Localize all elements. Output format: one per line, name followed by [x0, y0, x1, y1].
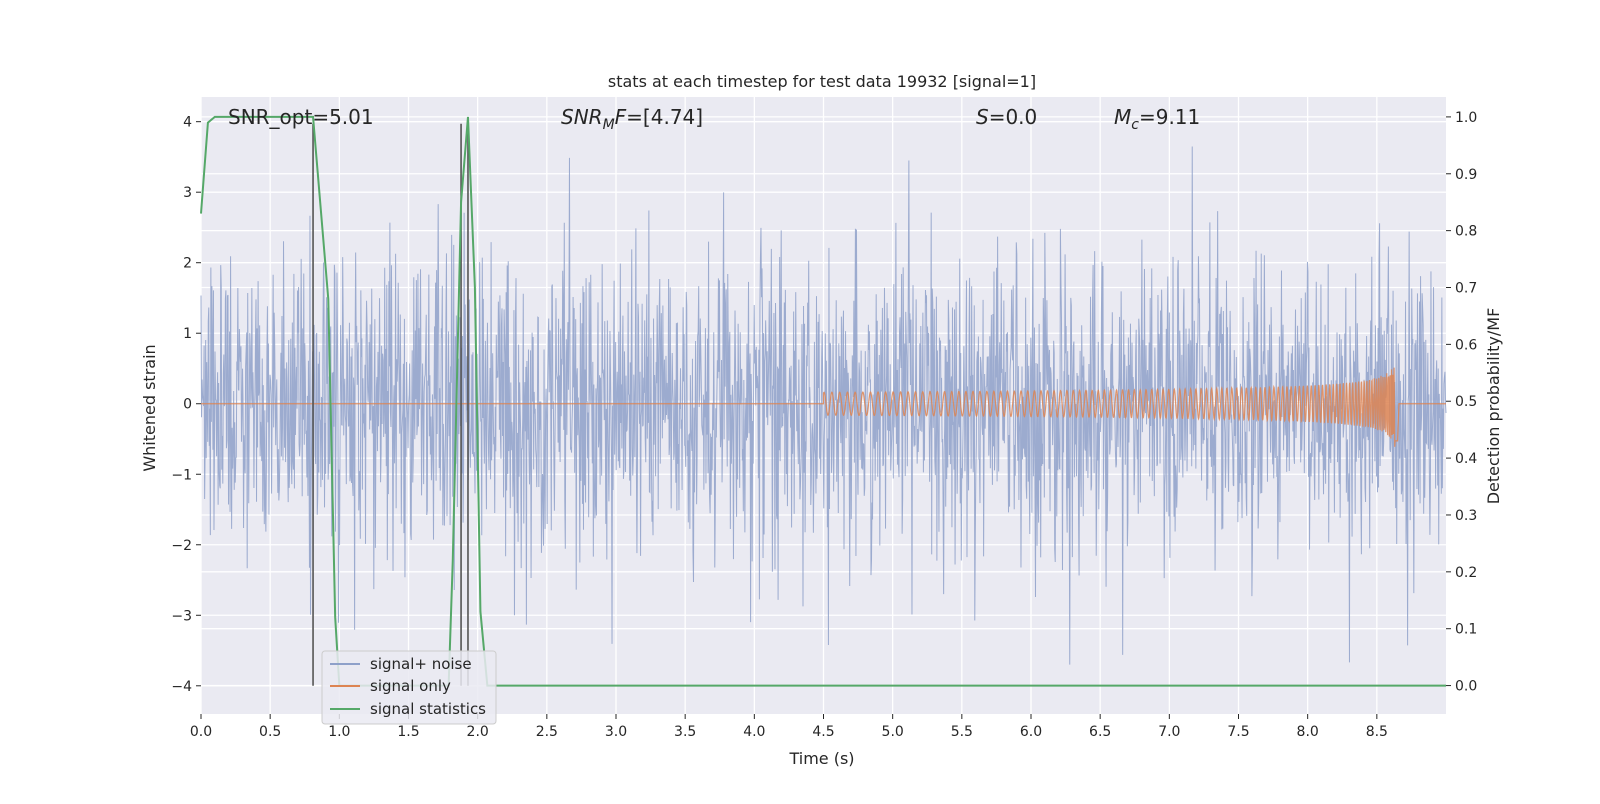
legend: signal+ noise signal only signal statist…	[321, 650, 497, 725]
x-tick-label: 0.5	[259, 724, 281, 740]
y-tick-label: −2	[171, 538, 192, 554]
x-tick-label: 2.5	[536, 724, 558, 740]
y2-axis-label: Detection probability/MF	[1484, 308, 1503, 505]
y2-tick-label: 0.6	[1455, 337, 1477, 353]
x-tick-label: 6.0	[1020, 724, 1042, 740]
x-tick-label: 6.5	[1089, 724, 1111, 740]
y-axis-label: Whitened strain	[140, 344, 159, 471]
x-tick-label: 1.5	[397, 724, 419, 740]
s-annotation: S=0.0	[976, 105, 1037, 129]
x-tick-label: 5.0	[882, 724, 904, 740]
legend-box	[321, 650, 497, 725]
y2-tick-label: 0.9	[1455, 167, 1477, 183]
x-tick-label: 3.5	[674, 724, 696, 740]
x-tick-label: 4.0	[743, 724, 765, 740]
y-tick-label: 0	[183, 397, 192, 413]
snr-opt-annotation: SNR_opt=5.01	[228, 105, 374, 129]
x-tick-label: 2.0	[467, 724, 489, 740]
legend-label-signal-only: signal only	[370, 677, 451, 695]
x-axis-label: Time (s)	[788, 749, 854, 768]
legend-label-signal-noise: signal+ noise	[370, 655, 472, 673]
x-tick-label: 0.0	[190, 724, 212, 740]
x-axis-ticks: 0.0 0.5 1.0 1.5 2.0 2.5 3.0 3.5 4.0 4.5 5.0 5.5 6.0 6…	[190, 714, 1388, 740]
y-tick-label: −4	[171, 679, 192, 695]
y2-tick-label: 0.2	[1455, 565, 1477, 581]
chart-title: stats at each timestep for test data 199…	[608, 72, 1036, 91]
y2-tick-label: 1.0	[1455, 110, 1477, 126]
x-tick-label: 4.5	[812, 724, 834, 740]
y2-tick-label: 0.8	[1455, 224, 1477, 240]
y2-tick-label: 0.1	[1455, 622, 1477, 638]
y-tick-label: 1	[183, 326, 192, 342]
y2-tick-label: 0.0	[1455, 679, 1477, 695]
y2-tick-label: 0.7	[1455, 281, 1477, 297]
y-tick-label: −3	[171, 608, 192, 624]
x-tick-label: 8.5	[1366, 724, 1388, 740]
y-tick-label: 3	[183, 185, 192, 201]
signal-only-line	[201, 367, 1446, 447]
x-tick-label: 8.0	[1297, 724, 1319, 740]
x-tick-label: 7.5	[1227, 724, 1249, 740]
x-tick-label: 1.0	[328, 724, 350, 740]
snr-mf-annotation: SNRMF=[4.74]	[561, 105, 703, 133]
y2-tick-label: 0.4	[1455, 451, 1477, 467]
signal-only-series	[201, 367, 1446, 447]
legend-label-signal-statistics: signal statistics	[370, 700, 486, 718]
x-tick-label: 7.0	[1158, 724, 1180, 740]
x-tick-label: 5.5	[951, 724, 973, 740]
x-tick-label: 3.0	[605, 724, 627, 740]
y-tick-label: −1	[171, 467, 192, 483]
y-axis-ticks: 4 3 2 1 0 −1 −2 −3 −4	[171, 115, 201, 695]
y2-tick-label: 0.5	[1455, 394, 1477, 410]
y2-tick-label: 0.3	[1455, 508, 1477, 524]
mc-annotation: Mc=9.11	[1114, 105, 1200, 133]
y-tick-label: 4	[183, 115, 192, 131]
y-tick-label: 2	[183, 256, 192, 272]
y2-axis-ticks: 1.0 0.9 0.8 0.7 0.6 0.5 0.4 0.3 0.2 0.1 0.0	[1446, 110, 1477, 695]
